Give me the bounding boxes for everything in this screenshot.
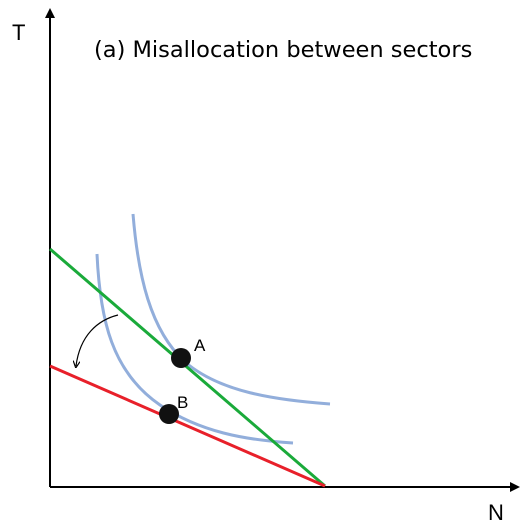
x-axis-label: N <box>488 500 504 525</box>
y-axis-label: T <box>12 20 25 45</box>
point-b-marker <box>159 404 179 424</box>
green-line <box>49 247 326 488</box>
indifference-curve-lower <box>95 253 294 445</box>
point-a-marker <box>171 348 191 368</box>
indifference-curve-upper <box>131 213 331 406</box>
rotation-arrow <box>76 314 119 366</box>
point-b-label: B <box>177 393 188 412</box>
point-a-label: A <box>194 336 206 355</box>
red-line <box>49 364 326 488</box>
diagram-title: (a) Misallocation between sectors <box>94 37 472 63</box>
